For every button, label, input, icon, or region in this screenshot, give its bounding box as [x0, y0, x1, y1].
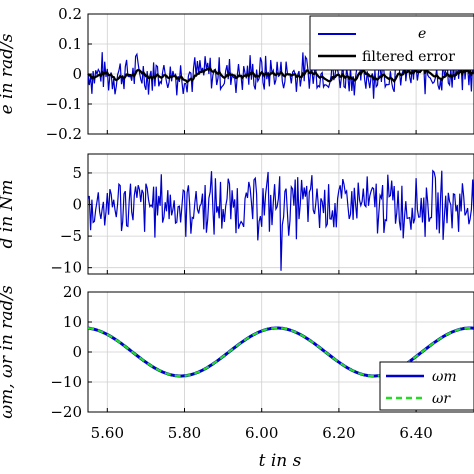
- series-wr-line: [87, 326, 474, 378]
- legend-wm-label: ωm: [432, 369, 457, 385]
- legend-filtered-label: filtered error: [362, 49, 455, 65]
- series-e-line: [87, 50, 474, 99]
- y-tick-label: −0.2: [46, 125, 82, 143]
- y-tick-label: −10: [50, 259, 82, 277]
- y-tick-label: 0: [72, 343, 82, 361]
- x-tick-label: 6.20: [322, 424, 355, 442]
- error-legend: e filtered error: [309, 15, 474, 71]
- disturbance-ylabel: d in Nm: [0, 179, 17, 248]
- panel-error: 0.2 0.1 0 −0.1 −0.2 e in rad/s e filtered er…: [0, 5, 474, 143]
- panel-speed-frame: [87, 291, 474, 413]
- speed-legend: ωm ωr: [379, 361, 474, 411]
- legend-e-label: e: [418, 26, 426, 42]
- series-d-line: [87, 169, 474, 271]
- y-tick-label: 0: [72, 196, 82, 214]
- error-ylabel: e in rad/s: [0, 33, 17, 114]
- panel-disturbance: 5 0 −5 −10 d in Nm: [0, 153, 474, 277]
- panel-speed: 20 10 0 −10 −20 5.60 5.80 6.00 6.20 6.40 ωm, ωr …: [0, 283, 474, 471]
- x-tick-label: 5.80: [168, 424, 201, 442]
- time-xlabel: t in s: [259, 451, 302, 471]
- legend-wr-label: ωr: [432, 391, 451, 407]
- y-tick-label: 0: [72, 65, 82, 83]
- y-tick-label: 5: [72, 164, 82, 182]
- y-tick-label: −10: [50, 373, 82, 391]
- y-tick-label: −5: [60, 227, 82, 245]
- y-tick-label: 10: [63, 313, 82, 331]
- y-tick-label: 0.2: [58, 5, 82, 23]
- speed-ylabel: ωm, ωr in rad/s: [0, 285, 17, 419]
- y-tick-label: 20: [63, 283, 82, 301]
- y-tick-label: −20: [50, 403, 82, 421]
- x-tick-label: 6.40: [399, 424, 432, 442]
- y-tick-label: 0.1: [58, 35, 82, 53]
- x-tick-label: 5.60: [91, 424, 124, 442]
- panel-disturbance-frame: [87, 153, 474, 275]
- y-tick-label: −0.1: [46, 95, 82, 113]
- series-filtered-line: [87, 66, 474, 84]
- x-tick-label: 6.00: [245, 424, 278, 442]
